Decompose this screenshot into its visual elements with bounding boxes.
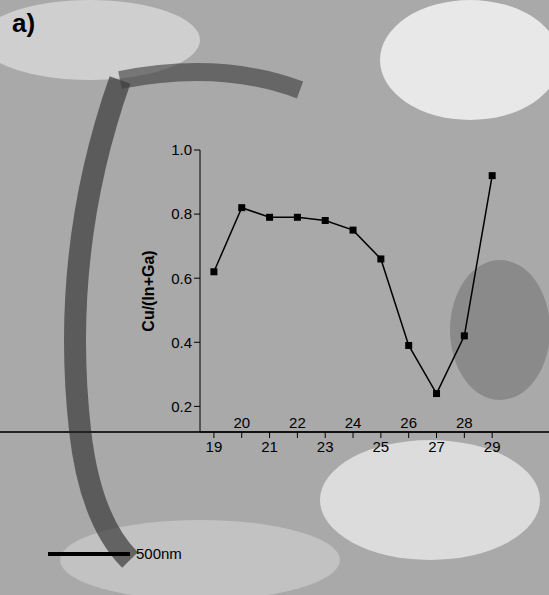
svg-text:23: 23 xyxy=(317,438,334,455)
svg-text:0.4: 0.4 xyxy=(171,334,192,351)
svg-text:28: 28 xyxy=(456,414,473,431)
svg-text:0.8: 0.8 xyxy=(171,205,192,222)
svg-text:19: 19 xyxy=(206,438,223,455)
svg-text:1.0: 1.0 xyxy=(171,141,192,158)
svg-text:25: 25 xyxy=(373,438,390,455)
svg-text:26: 26 xyxy=(400,414,417,431)
html-text:500nm: 500nm xyxy=(136,545,182,562)
svg-text:Cu/(In+Ga): Cu/(In+Ga) xyxy=(140,250,157,331)
svg-text:20: 20 xyxy=(233,414,250,431)
html-text:a): a) xyxy=(12,8,36,38)
svg-text:24: 24 xyxy=(345,414,362,431)
svg-text:22: 22 xyxy=(289,414,306,431)
svg-text:29: 29 xyxy=(484,438,501,455)
svg-text:27: 27 xyxy=(428,438,445,455)
svg-text:0.6: 0.6 xyxy=(171,270,192,287)
svg-text:0.2: 0.2 xyxy=(171,398,192,415)
svg-text:21: 21 xyxy=(261,438,278,455)
